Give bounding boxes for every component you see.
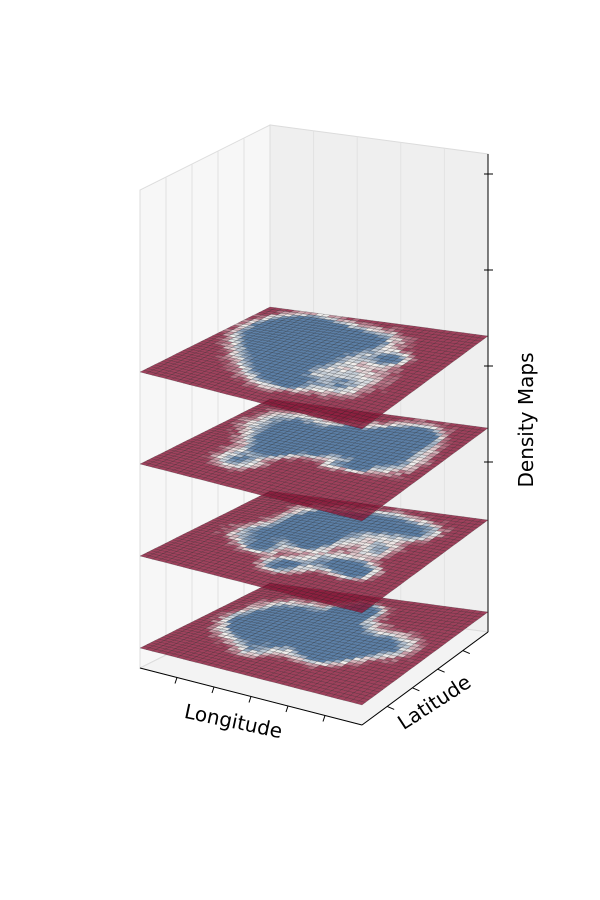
heatmap-cell xyxy=(355,700,366,706)
density-layers xyxy=(139,306,489,706)
